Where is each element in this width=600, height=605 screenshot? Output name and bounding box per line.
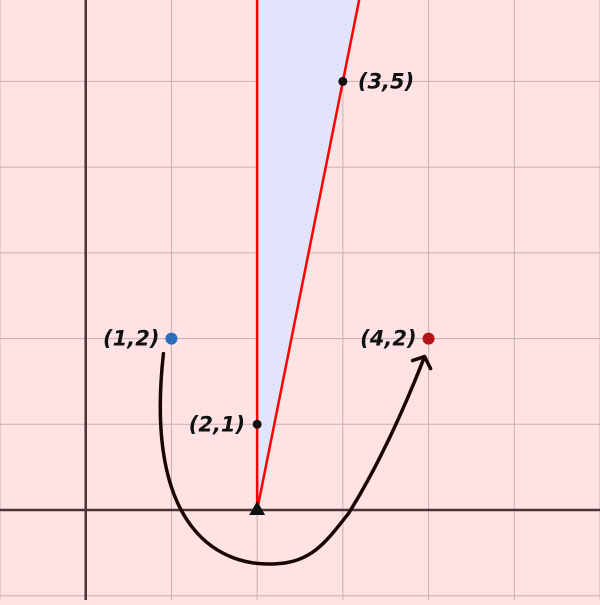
- triangle-up-icon: [249, 501, 266, 515]
- cone-edge-slanted: [255, 0, 361, 511]
- point-p21: [252, 419, 262, 429]
- point-label-p35: (3,5): [358, 69, 414, 93]
- point-label-p12: (1,2): [103, 327, 159, 351]
- curved-arrow-icon: [158, 351, 427, 566]
- points: (1,2) (4,2) (3,5) (2,1): [103, 69, 435, 436]
- point-p42: [422, 332, 435, 345]
- point-p12: [165, 332, 178, 345]
- point-p35: [338, 76, 348, 86]
- point-label-p21: (2,1): [189, 412, 245, 436]
- point-label-p42: (4,2): [360, 327, 416, 351]
- arrow-head-icon: [410, 354, 433, 371]
